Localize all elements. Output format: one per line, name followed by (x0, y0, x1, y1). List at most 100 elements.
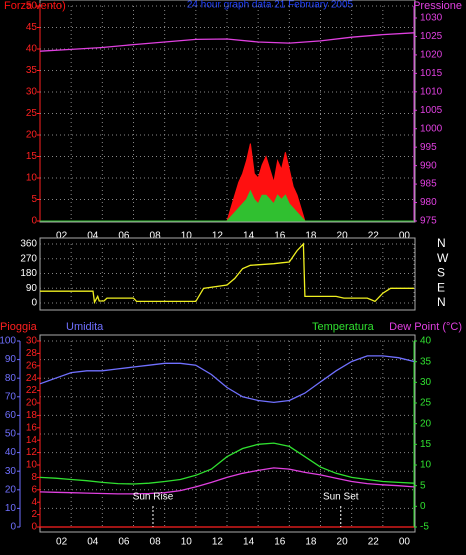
x-tick-label: 06 (118, 231, 130, 242)
y-tick-label: 20 (26, 130, 38, 141)
x-tick-label: 08 (150, 231, 162, 242)
legend-label: Dew Point (°C) (389, 321, 462, 333)
x-tick-label: 18 (305, 537, 317, 548)
x-tick-label: 10 (181, 231, 193, 242)
x-tick-label: 10 (181, 537, 193, 548)
y-tick-label: 1015 (420, 68, 443, 79)
x-tick-label: 04 (87, 231, 99, 242)
y-tick-label: 360 (20, 239, 37, 250)
y-tick-label: 40 (5, 447, 17, 458)
y-tick-label: -5 (420, 522, 429, 533)
y-tick-label: 26 (26, 360, 38, 371)
y-tick-label: 5 (420, 480, 426, 491)
x-tick-label: 02 (56, 537, 68, 548)
y-tick-label: E (437, 280, 445, 294)
y-tick-label: W (437, 251, 449, 265)
y-tick-label: 1000 (420, 123, 443, 134)
y-tick-label: 5 (31, 194, 37, 205)
area (40, 143, 414, 222)
y-tick-label: 1020 (420, 50, 443, 61)
legend-label: Umidita (66, 321, 104, 333)
y-tick-label: 0 (31, 298, 37, 309)
y-tick-label: 25 (26, 108, 38, 119)
y-tick-label: 180 (20, 268, 37, 279)
line (39, 355, 415, 404)
x-tick-label: 16 (274, 231, 286, 242)
x-tick-label: 22 (368, 537, 380, 548)
y-tick-label: 30 (26, 336, 38, 347)
x-tick-label: 20 (337, 537, 349, 548)
x-tick-label: 20 (337, 231, 349, 242)
x-tick-label: 14 (243, 231, 255, 242)
line (39, 32, 415, 52)
y-tick-label: 24 (26, 373, 38, 384)
y-tick-label: 990 (420, 160, 437, 171)
x-tick-label: 22 (368, 231, 380, 242)
y-tick-label: 50 (26, 1, 38, 12)
x-tick-label: 00 (399, 537, 411, 548)
y-tick-label: 10 (26, 460, 38, 471)
line (40, 242, 414, 305)
line (39, 467, 415, 495)
area (40, 189, 414, 222)
y-tick-label: 20 (5, 484, 17, 495)
y-tick-label: 60 (5, 410, 17, 421)
y-tick-label: 45 (26, 22, 38, 33)
annotation-label: Sun Rise (133, 492, 174, 503)
y-tick-label: 22 (26, 385, 38, 396)
y-tick-label: 28 (26, 348, 38, 359)
y-tick-label: N (437, 236, 446, 250)
y-tick-label: 10 (420, 460, 432, 471)
y-tick-label: 980 (420, 197, 437, 208)
y-tick-label: 35 (420, 356, 432, 367)
y-tick-label: S (437, 266, 445, 280)
y-tick-label: 40 (420, 336, 432, 347)
chart-title: 24 hour graph data 21 February 2005 (187, 0, 354, 11)
x-tick-label: 08 (150, 537, 162, 548)
x-tick-label: 12 (212, 537, 224, 548)
y-tick-label: 15 (420, 439, 432, 450)
x-tick-label: 02 (56, 231, 68, 242)
y-tick-label: 8 (31, 472, 37, 483)
y-tick-label: N (437, 295, 446, 309)
y-tick-label: 995 (420, 142, 437, 153)
y-tick-label: 18 (26, 410, 38, 421)
y-tick-label: 35 (26, 65, 38, 76)
y-tick-label: 10 (26, 173, 38, 184)
y-tick-label: 0 (31, 522, 37, 533)
y-tick-label: 30 (5, 466, 17, 477)
y-tick-label: 1025 (420, 31, 443, 42)
y-tick-label: 975 (420, 216, 437, 227)
x-tick-label: 00 (399, 231, 411, 242)
legend-label: Pioggia (0, 321, 38, 333)
y-tick-label: 4 (31, 497, 37, 508)
y-tick-label: 100 (0, 336, 16, 347)
x-tick-label: 12 (212, 231, 224, 242)
y-tick-label: 16 (26, 422, 38, 433)
y-tick-label: 30 (26, 87, 38, 98)
y-tick-label: 25 (420, 398, 432, 409)
y-tick-label: 1010 (420, 86, 443, 97)
x-tick-label: 16 (274, 537, 286, 548)
y-tick-label: 90 (26, 283, 38, 294)
y-tick-label: 30 (420, 377, 432, 388)
y-tick-label: 20 (420, 418, 432, 429)
y-tick-label: 20 (26, 398, 38, 409)
y-tick-label: 50 (5, 429, 17, 440)
line (39, 442, 415, 485)
y-tick-label: 6 (31, 484, 37, 495)
x-tick-label: 14 (243, 537, 255, 548)
y-tick-label: 0 (31, 216, 37, 227)
y-tick-label: 270 (20, 253, 37, 264)
y-tick-label: 0 (420, 501, 426, 512)
y-tick-label: 10 (5, 503, 17, 514)
y-tick-label: 14 (26, 435, 38, 446)
y-tick-label: 0 (10, 522, 16, 533)
legend-label: Temperatura (312, 321, 375, 333)
y-tick-label: 12 (26, 447, 38, 458)
y-tick-label: 80 (5, 373, 17, 384)
y-tick-label: 90 (5, 354, 17, 365)
legend-label: Forza vento) (4, 0, 66, 12)
x-tick-label: 18 (305, 231, 317, 242)
